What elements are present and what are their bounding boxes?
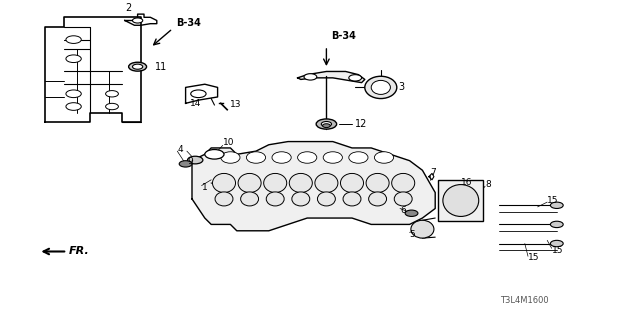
Ellipse shape [369,192,387,206]
Ellipse shape [298,152,317,163]
Ellipse shape [292,192,310,206]
Text: 2: 2 [125,3,131,12]
Text: B-34: B-34 [331,31,356,41]
Bar [438,180,483,221]
Text: 10: 10 [223,138,234,147]
Circle shape [129,62,147,71]
Ellipse shape [266,192,284,206]
Text: 9: 9 [187,157,193,166]
Text: T3L4M1600: T3L4M1600 [500,296,549,305]
Circle shape [405,210,418,216]
Text: 3: 3 [398,83,404,92]
Text: 7: 7 [430,168,436,177]
Text: 6: 6 [400,206,406,215]
Text: 16: 16 [461,179,472,188]
Circle shape [323,124,330,128]
Text: 12: 12 [355,119,367,129]
Circle shape [191,90,206,98]
Circle shape [550,202,563,209]
Ellipse shape [366,173,389,193]
Text: B-34: B-34 [176,18,201,28]
Circle shape [188,156,203,164]
Text: 15: 15 [528,253,540,262]
Circle shape [316,119,337,129]
Text: 15: 15 [552,246,563,255]
Ellipse shape [443,185,479,216]
Circle shape [132,18,143,23]
Ellipse shape [374,152,394,163]
Circle shape [66,55,81,62]
Text: FR.: FR. [69,246,90,257]
Ellipse shape [394,192,412,206]
Text: 14: 14 [190,99,202,108]
Circle shape [132,64,143,69]
Ellipse shape [392,173,415,193]
Circle shape [205,149,224,159]
Ellipse shape [365,76,397,99]
Ellipse shape [340,173,364,193]
Ellipse shape [411,220,434,238]
Text: 8: 8 [485,180,491,189]
Circle shape [550,221,563,228]
Text: 11: 11 [155,62,167,72]
Text: 13: 13 [230,100,242,109]
Text: 4: 4 [177,145,183,154]
Polygon shape [298,71,365,83]
Circle shape [66,103,81,110]
Text: 5: 5 [410,230,415,239]
Circle shape [66,36,81,44]
Ellipse shape [323,152,342,163]
Ellipse shape [246,152,266,163]
Ellipse shape [241,192,259,206]
Circle shape [106,91,118,97]
Ellipse shape [215,192,233,206]
Ellipse shape [221,152,240,163]
Circle shape [304,74,317,80]
Circle shape [550,240,563,247]
Ellipse shape [238,173,261,193]
Ellipse shape [264,173,287,193]
Text: 15: 15 [547,196,559,205]
Circle shape [179,161,192,167]
Ellipse shape [289,173,312,193]
Polygon shape [192,141,435,231]
Ellipse shape [272,152,291,163]
Circle shape [349,75,362,81]
Ellipse shape [317,192,335,206]
Ellipse shape [212,173,236,193]
Circle shape [106,103,118,110]
Text: 1: 1 [202,183,207,192]
Circle shape [66,90,81,98]
Ellipse shape [343,192,361,206]
Ellipse shape [315,173,338,193]
Ellipse shape [371,80,390,94]
Ellipse shape [349,152,368,163]
Circle shape [321,122,332,127]
